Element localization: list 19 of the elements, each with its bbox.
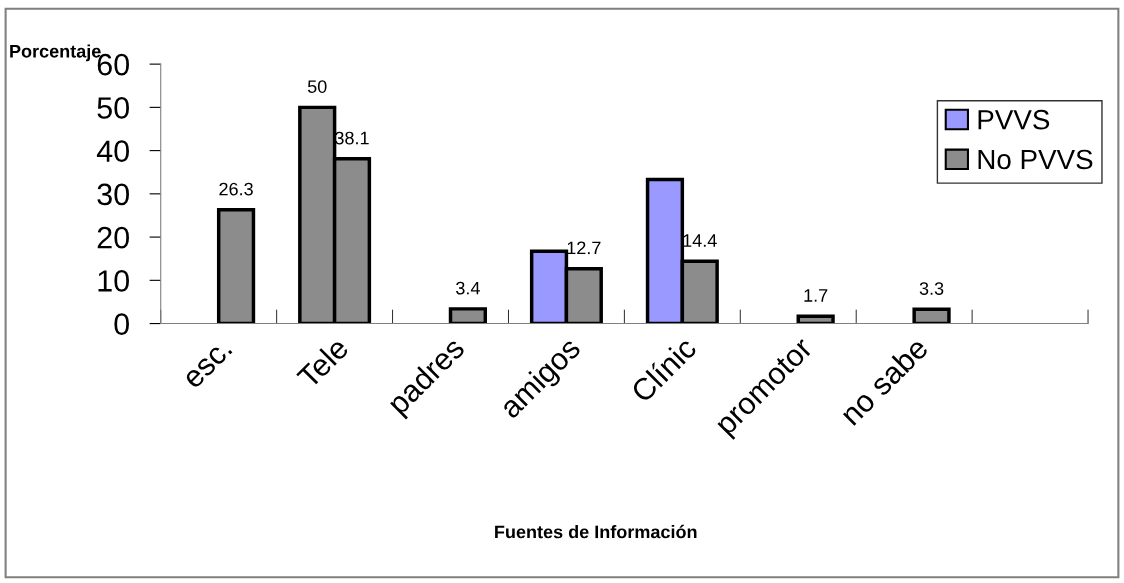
data-label: 12.7: [567, 241, 601, 255]
y-tick-label: 0: [114, 313, 129, 335]
y-tick-label: 30: [97, 183, 129, 206]
x-tick-label: esc.: [184, 340, 233, 390]
y-tick-label: 10: [98, 270, 129, 292]
data-label: 26.3: [219, 182, 253, 196]
data-label: 1.7: [804, 289, 828, 302]
y-tick-label: 40: [96, 140, 129, 162]
x-tick-label: Tele: [295, 335, 350, 390]
data-label: 14.4: [683, 234, 717, 247]
x-axis-title: Fuentes de Información: [495, 524, 697, 539]
data-label: 50: [307, 80, 327, 93]
data-label: 3.3: [919, 282, 944, 295]
legend-label: No PVVS: [978, 149, 1093, 170]
y-tick-label: 20: [97, 226, 129, 249]
y-tick-label: 50: [97, 97, 129, 119]
legend-label: PVVS: [978, 109, 1050, 130]
data-label: 3.4: [456, 281, 480, 295]
data-label: 38.1: [335, 131, 369, 145]
